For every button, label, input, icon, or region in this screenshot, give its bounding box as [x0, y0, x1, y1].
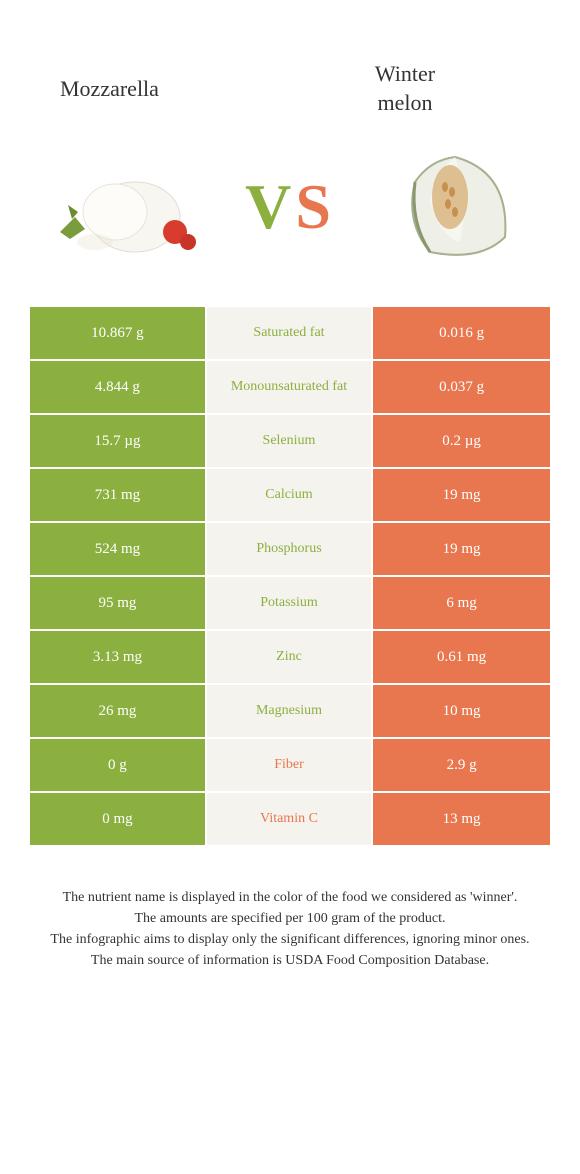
left-value: 26 mg [30, 685, 207, 737]
nutrient-label: Monounsaturated fat [207, 361, 373, 413]
vs-v: V [245, 171, 295, 242]
footer-text: The nutrient name is displayed in the co… [0, 847, 580, 971]
footer-line-3: The infographic aims to display only the… [40, 929, 540, 950]
table-row: 15.7 µgSelenium0.2 µg [30, 415, 550, 469]
left-value: 524 mg [30, 523, 207, 575]
nutrient-label: Fiber [207, 739, 373, 791]
right-value: 0.016 g [373, 307, 550, 359]
nutrient-label: Potassium [207, 577, 373, 629]
left-value: 3.13 mg [30, 631, 207, 683]
right-value: 10 mg [373, 685, 550, 737]
table-row: 10.867 gSaturated fat0.016 g [30, 307, 550, 361]
table-row: 26 mgMagnesium10 mg [30, 685, 550, 739]
right-value: 0.61 mg [373, 631, 550, 683]
footer-line-2: The amounts are specified per 100 gram o… [40, 908, 540, 929]
left-food-image [40, 137, 210, 277]
table-row: 0 mgVitamin C13 mg [30, 793, 550, 847]
right-value: 0.037 g [373, 361, 550, 413]
nutrient-label: Phosphorus [207, 523, 373, 575]
left-food-title: Mozzarella [60, 76, 290, 102]
vs-row: VS [0, 137, 580, 307]
header: Mozzarella Wintermelon [0, 0, 580, 137]
table-row: 95 mgPotassium6 mg [30, 577, 550, 631]
comparison-table: 10.867 gSaturated fat0.016 g4.844 gMonou… [0, 307, 580, 847]
nutrient-label: Magnesium [207, 685, 373, 737]
right-food-image [370, 137, 540, 277]
footer-line-4: The main source of information is USDA F… [40, 950, 540, 971]
table-row: 524 mgPhosphorus19 mg [30, 523, 550, 577]
left-value: 731 mg [30, 469, 207, 521]
right-value: 0.2 µg [373, 415, 550, 467]
nutrient-label: Selenium [207, 415, 373, 467]
nutrient-label: Vitamin C [207, 793, 373, 845]
right-value: 2.9 g [373, 739, 550, 791]
nutrient-label: Calcium [207, 469, 373, 521]
table-row: 4.844 gMonounsaturated fat0.037 g [30, 361, 550, 415]
left-value: 0 g [30, 739, 207, 791]
footer-line-1: The nutrient name is displayed in the co… [40, 887, 540, 908]
nutrient-label: Zinc [207, 631, 373, 683]
vs-text: VS [245, 170, 335, 244]
table-row: 731 mgCalcium19 mg [30, 469, 550, 523]
table-row: 3.13 mgZinc0.61 mg [30, 631, 550, 685]
table-row: 0 gFiber2.9 g [30, 739, 550, 793]
left-value: 15.7 µg [30, 415, 207, 467]
right-value: 13 mg [373, 793, 550, 845]
right-value: 19 mg [373, 523, 550, 575]
vs-s: S [295, 171, 335, 242]
left-value: 95 mg [30, 577, 207, 629]
left-value: 0 mg [30, 793, 207, 845]
left-value: 10.867 g [30, 307, 207, 359]
nutrient-label: Saturated fat [207, 307, 373, 359]
right-value: 6 mg [373, 577, 550, 629]
left-value: 4.844 g [30, 361, 207, 413]
right-value: 19 mg [373, 469, 550, 521]
right-food-title: Wintermelon [290, 60, 520, 117]
